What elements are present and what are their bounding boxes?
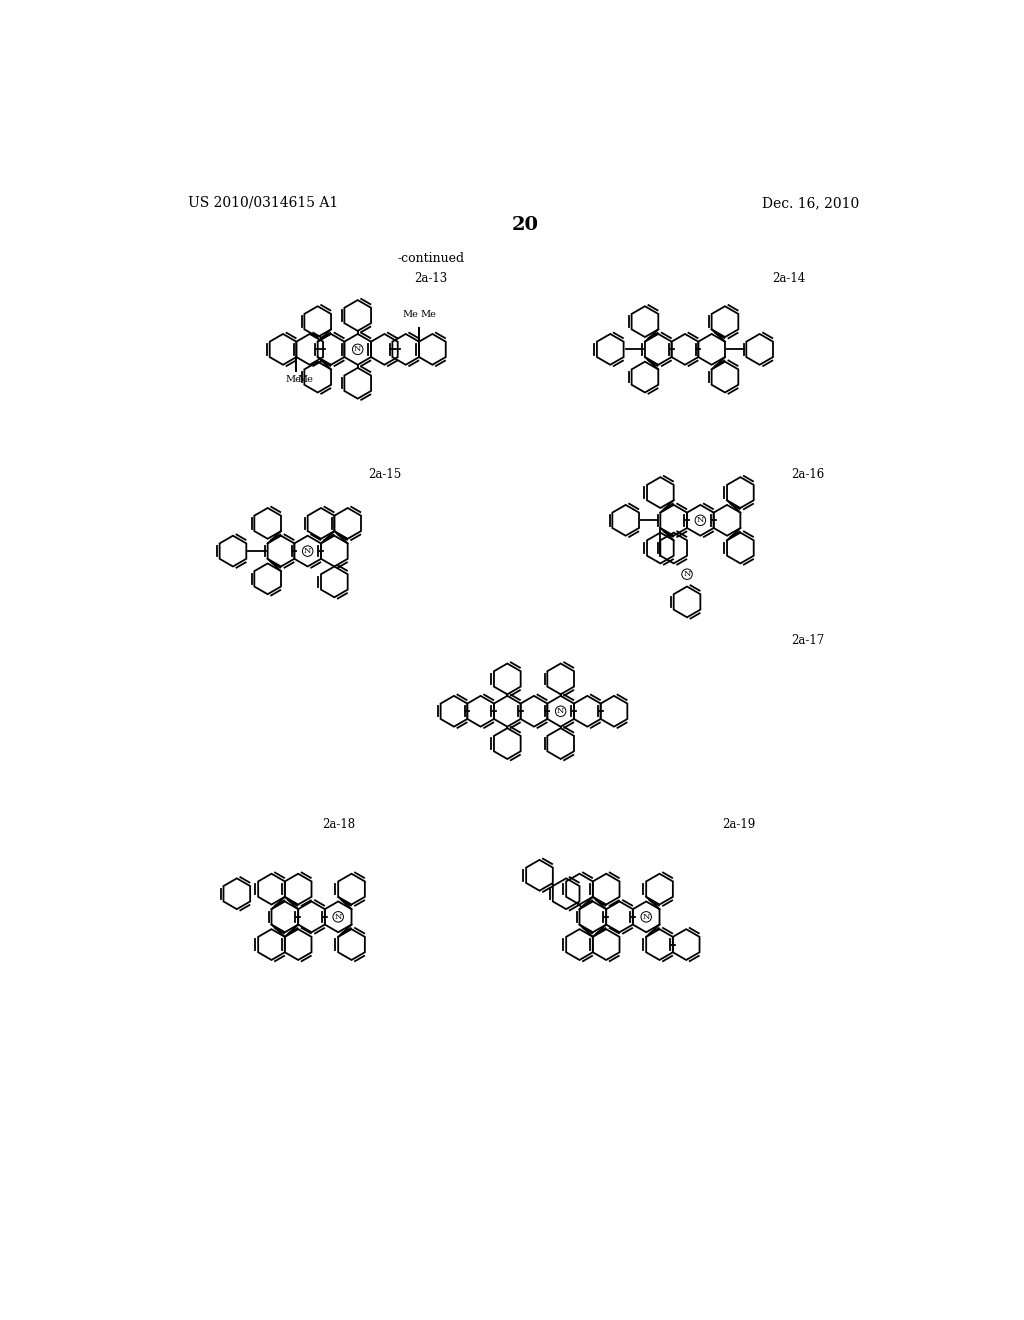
Text: Me: Me: [421, 310, 436, 319]
Text: Me: Me: [286, 375, 301, 384]
Text: N: N: [642, 913, 650, 921]
Text: 2a-13: 2a-13: [415, 272, 447, 285]
Text: 2a-18: 2a-18: [322, 818, 355, 832]
Text: Dec. 16, 2010: Dec. 16, 2010: [762, 195, 859, 210]
Text: 2a-16: 2a-16: [792, 469, 824, 480]
Text: N: N: [557, 708, 564, 715]
Text: 2a-14: 2a-14: [772, 272, 806, 285]
Text: 2a-15: 2a-15: [368, 469, 401, 480]
Text: N: N: [696, 516, 705, 524]
Text: N: N: [354, 346, 361, 354]
Text: US 2010/0314615 A1: US 2010/0314615 A1: [188, 195, 339, 210]
Text: Me: Me: [298, 375, 313, 384]
Text: -continued: -continued: [397, 252, 465, 265]
Text: N: N: [335, 913, 342, 921]
Text: 2a-17: 2a-17: [792, 634, 824, 647]
Text: N: N: [304, 546, 311, 556]
Text: N: N: [683, 570, 691, 578]
Text: Me: Me: [402, 310, 418, 319]
Text: 20: 20: [511, 216, 539, 234]
Text: 2a-19: 2a-19: [722, 818, 756, 832]
